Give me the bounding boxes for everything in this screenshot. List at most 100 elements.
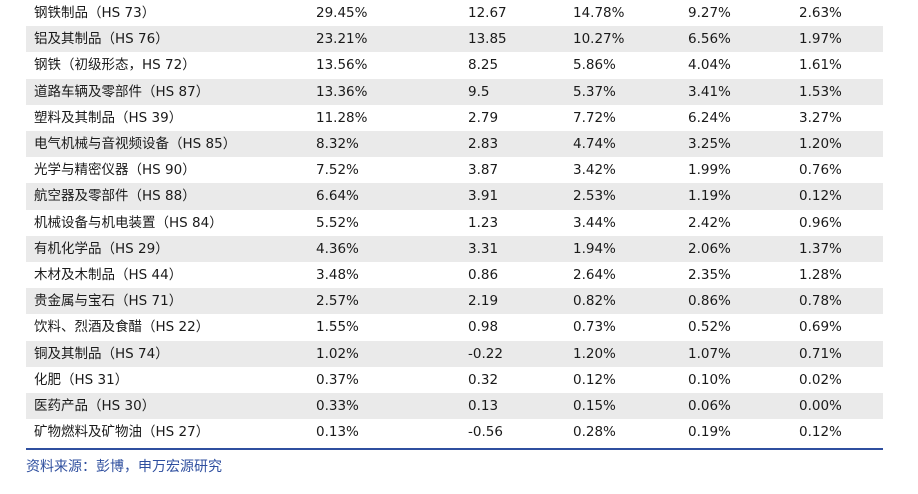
table-row: 医药产品（HS 30） 0.33% 0.13 0.15% 0.06% 0.00% — [26, 393, 883, 420]
cell-value-col3: 14.78% — [573, 5, 625, 21]
source-note: 资料来源：彭博，申万宏源研究 — [26, 459, 222, 475]
cell-value-col1: 2.57% — [316, 288, 428, 315]
cell-value-col3: 3.42% — [573, 162, 616, 179]
cell-value-col5: 0.78% — [773, 288, 883, 315]
cell-value-col3: 0.73% — [573, 319, 616, 336]
cell-value-col5: 0.00% — [773, 393, 883, 420]
cell-value-col4: 2.06% — [656, 235, 773, 263]
cell-value-col5: 1.37% — [773, 235, 883, 263]
cell-value-col3: 10.27% — [539, 26, 656, 53]
table-row: 钢铁制品（HS 73） 29.45% 12.67 14.78% 9.27% 2.63% — [26, 0, 883, 26]
cell-value-col4: 4.04% — [688, 57, 731, 74]
cell-value-col5: 0.12% — [773, 183, 883, 210]
cell-value-col2: 3.91 — [428, 183, 539, 210]
row-label: 铜及其制品（HS 74） — [26, 340, 316, 367]
cell-value-col2: 2.83 — [428, 131, 539, 158]
table-row: 道路车辆及零部件（HS 87） 13.36% 9.5 5.37% 3.41% 1.53% — [26, 78, 883, 105]
cell-value-col4: 6.24% — [688, 109, 731, 126]
cell-value-col5: 1.61% — [799, 57, 842, 74]
cell-value-col1: 0.13% — [316, 424, 359, 441]
cell-value-col4: 9.27% — [688, 5, 731, 21]
row-label: 航空器及零部件（HS 88） — [26, 183, 316, 210]
cell-value-col1: 4.36% — [316, 235, 428, 263]
cell-value-col3: 1.94% — [539, 235, 656, 263]
cell-value-col1: 1.02% — [316, 340, 428, 367]
table-row: 饮料、烈酒及食醋（HS 22） 1.55% 0.98 0.73% 0.52% 0.69% — [26, 314, 883, 340]
row-label: 饮料、烈酒及食醋（HS 22） — [34, 319, 210, 336]
row-label: 木材及木制品（HS 44） — [34, 267, 183, 284]
cell-value-col2: 0.86 — [468, 267, 499, 284]
cell-value-col2: 9.5 — [428, 78, 539, 105]
cell-value-col1: 13.36% — [316, 78, 428, 105]
cell-value-col5: 0.02% — [799, 371, 842, 388]
table-row: 电气机械与音视频设备（HS 85） 8.32% 2.83 4.74% 3.25% 1.20… — [26, 131, 883, 158]
cell-value-col3: 0.28% — [573, 424, 616, 441]
cell-value-col2: 0.98 — [468, 319, 499, 336]
cell-value-col1: 0.37% — [316, 371, 359, 388]
cell-value-col3: 0.12% — [573, 371, 616, 388]
table-row: 光学与精密仪器（HS 90） 7.52% 3.87 3.42% 1.99% 0.76% — [26, 157, 883, 183]
cell-value-col5: 2.63% — [799, 5, 842, 21]
cell-value-col3: 5.86% — [573, 57, 616, 74]
table-row: 贵金属与宝石（HS 71） 2.57% 2.19 0.82% 0.86% 0.78% — [26, 288, 883, 315]
cell-value-col2: 0.13 — [428, 393, 539, 420]
cell-value-col4: 3.41% — [656, 78, 773, 105]
cell-value-col5: 1.97% — [773, 26, 883, 53]
table-row: 钢铁（初级形态，HS 72） 13.56% 8.25 5.86% 4.04% 1.61% — [26, 52, 883, 78]
cell-value-col1: 11.28% — [316, 109, 368, 126]
table-row: 机械设备与机电装置（HS 84） 5.52% 1.23 3.44% 2.42% 0.96% — [26, 210, 883, 236]
cell-value-col1: 23.21% — [316, 26, 428, 53]
bottom-rule — [26, 448, 883, 450]
cell-value-col5: 0.71% — [773, 340, 883, 367]
cell-value-col2: 3.87 — [468, 162, 499, 179]
cell-value-col3: 4.74% — [539, 131, 656, 158]
row-label: 塑料及其制品（HS 39） — [34, 109, 183, 126]
cell-value-col2: 0.32 — [468, 371, 499, 388]
cell-value-col1: 6.64% — [316, 183, 428, 210]
cell-value-col4: 3.25% — [656, 131, 773, 158]
cell-value-col4: 1.99% — [688, 162, 731, 179]
data-table: 钢铁制品（HS 73） 29.45% 12.67 14.78% 9.27% 2.63% 铝及… — [26, 0, 883, 445]
cell-value-col3: 0.15% — [539, 393, 656, 420]
cell-value-col5: 0.76% — [799, 162, 842, 179]
table-row: 矿物燃料及矿物油（HS 27） 0.13% -0.56 0.28% 0.19% 0.12% — [26, 419, 883, 445]
cell-value-col5: 0.69% — [799, 319, 842, 336]
cell-value-col3: 5.37% — [539, 78, 656, 105]
table-row: 塑料及其制品（HS 39） 11.28% 2.79 7.72% 6.24% 3.27% — [26, 105, 883, 131]
cell-value-col5: 3.27% — [799, 109, 842, 126]
cell-value-col5: 1.28% — [799, 267, 842, 284]
cell-value-col2: 8.25 — [468, 57, 499, 74]
table-row: 木材及木制品（HS 44） 3.48% 0.86 2.64% 2.35% 1.28% — [26, 262, 883, 288]
table-row: 铝及其制品（HS 76） 23.21% 13.85 10.27% 6.56% 1.97% — [26, 26, 883, 53]
row-label: 有机化学品（HS 29） — [26, 235, 316, 263]
cell-value-col1: 13.56% — [316, 57, 368, 74]
cell-value-col4: 0.52% — [688, 319, 731, 336]
table-row: 化肥（HS 31） 0.37% 0.32 0.12% 0.10% 0.02% — [26, 367, 883, 393]
data-table-container: 钢铁制品（HS 73） 29.45% 12.67 14.78% 9.27% 2.63% 铝及… — [26, 0, 883, 445]
cell-value-col4: 1.07% — [656, 340, 773, 367]
row-label: 光学与精密仪器（HS 90） — [34, 162, 196, 179]
cell-value-col4: 6.56% — [656, 26, 773, 53]
cell-value-col4: 2.42% — [688, 214, 731, 231]
cell-value-col2: 13.85 — [428, 26, 539, 53]
row-label: 钢铁（初级形态，HS 72） — [34, 57, 196, 74]
cell-value-col2: -0.56 — [468, 424, 503, 441]
table-body: 钢铁制品（HS 73） 29.45% 12.67 14.78% 9.27% 2.63% 铝及… — [26, 0, 883, 445]
table-row: 有机化学品（HS 29） 4.36% 3.31 1.94% 2.06% 1.37% — [26, 235, 883, 263]
cell-value-col1: 3.48% — [316, 267, 359, 284]
cell-value-col1: 1.55% — [316, 319, 359, 336]
row-label: 钢铁制品（HS 73） — [34, 5, 156, 21]
cell-value-col3: 2.64% — [573, 267, 616, 284]
cell-value-col2: 12.67 — [468, 5, 507, 21]
cell-value-col2: -0.22 — [428, 340, 539, 367]
row-label: 机械设备与机电装置（HS 84） — [34, 214, 223, 231]
cell-value-col2: 3.31 — [428, 235, 539, 263]
cell-value-col2: 1.23 — [468, 214, 499, 231]
cell-value-col1: 29.45% — [316, 5, 368, 21]
row-label: 矿物燃料及矿物油（HS 27） — [34, 424, 210, 441]
cell-value-col2: 2.19 — [428, 288, 539, 315]
cell-value-col5: 0.96% — [799, 214, 842, 231]
cell-value-col5: 0.12% — [799, 424, 842, 441]
row-label: 电气机械与音视频设备（HS 85） — [26, 131, 316, 158]
cell-value-col3: 1.20% — [539, 340, 656, 367]
